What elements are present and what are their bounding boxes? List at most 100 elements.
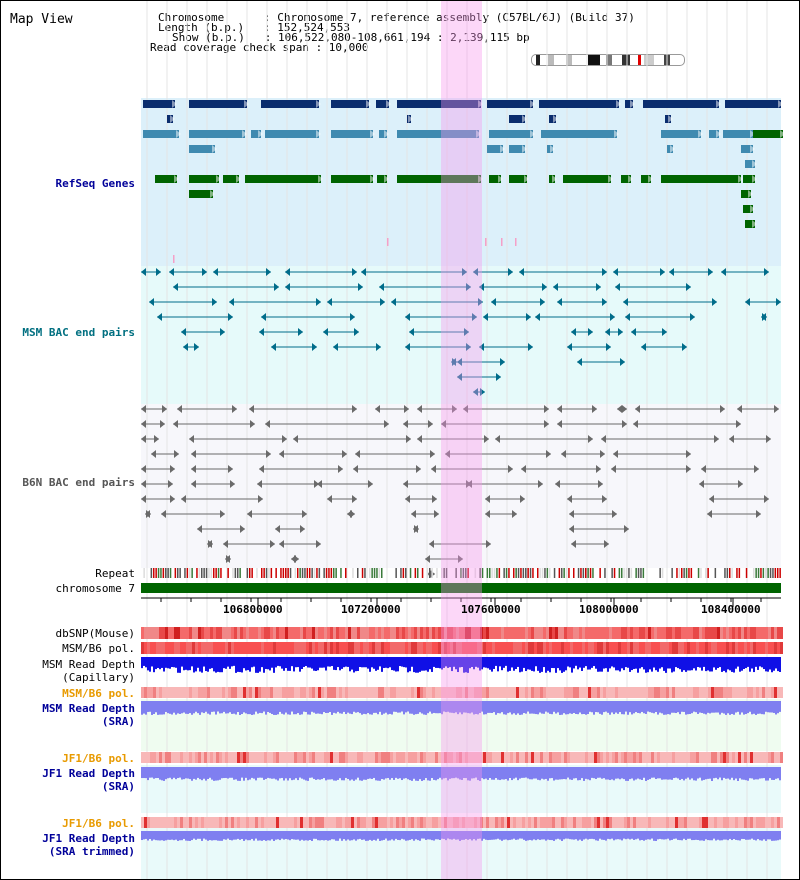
jf1-pol-trim-strip-cell — [534, 817, 537, 828]
dbsnp-strip-cell — [345, 627, 348, 639]
jf1-depth-sra-bar — [767, 767, 769, 781]
refseq-gene-arrow — [316, 100, 321, 108]
jf1-depth-trim-bar — [211, 831, 213, 841]
msm-depth-sra-bar — [183, 701, 185, 713]
msm-pol-strip-cell — [201, 642, 204, 654]
jf1-depth-sra-bar — [567, 767, 569, 778]
msm-bac-pair-end — [391, 298, 396, 306]
jf1-depth-trim-bar — [615, 831, 617, 840]
jf1-depth-sra-bar — [283, 767, 285, 781]
jf1-pol-trim-strip-cell — [711, 817, 714, 828]
repeat-element — [285, 568, 287, 578]
msm-pol-sra-strip-cell — [504, 687, 507, 698]
dbsnp-strip-cell — [768, 627, 771, 639]
msm-depth-sra-bar — [223, 701, 225, 712]
jf1-depth-sra-bar — [749, 767, 751, 779]
jf1-pol-strip-cell — [579, 752, 582, 763]
repeat-element — [443, 568, 445, 578]
repeat-element — [582, 568, 585, 578]
b6n-bac-pair-end — [495, 435, 500, 443]
msm-pol-strip-cell — [384, 642, 387, 654]
b6n-bac-pair-end — [223, 540, 228, 548]
jf1-depth-sra-bar — [335, 767, 337, 781]
jf1-pol-trim-strip-cell — [447, 817, 450, 828]
refseq-gene-arrow — [750, 205, 755, 213]
msm-pol-strip-cell — [618, 642, 621, 654]
b6n-bac-pair-end — [154, 435, 159, 443]
dbsnp-strip-cell — [387, 627, 390, 639]
msm-depth-capillary-bar — [513, 657, 515, 671]
msm-depth-sra-bar — [691, 701, 693, 714]
msm-depth-capillary-bar — [545, 657, 547, 673]
msm-depth-sra-bar — [685, 701, 687, 715]
jf1-depth-sra-bar — [377, 767, 379, 781]
jf1-depth-sra-bar — [287, 767, 289, 781]
msm-depth-sra-bar — [383, 701, 385, 714]
jf1-pol-trim-strip-cell — [750, 817, 753, 828]
dbsnp-strip-cell — [651, 627, 654, 639]
msm-bac-pair-end — [228, 313, 233, 321]
label-msm-bac-end-pairs[interactable]: MSM BAC end pairs — [22, 326, 135, 339]
repeat-element — [611, 568, 613, 578]
repeat-element — [467, 568, 469, 578]
jf1-depth-sra-bar — [385, 767, 387, 779]
jf1-depth-sra-bar — [605, 767, 607, 780]
jf1-depth-sra-bar — [165, 767, 167, 780]
jf1-depth-trim-bar — [293, 831, 295, 840]
refseq-gene-arrow — [522, 145, 527, 153]
msm-depth-sra-bar — [511, 701, 513, 715]
dbsnp-strip-cell — [336, 627, 339, 639]
jf1-pol-trim-strip-cell — [549, 817, 552, 828]
jf1-depth-sra-bar — [659, 767, 661, 779]
msm-depth-sra-bar — [711, 701, 713, 713]
msm-depth-capillary-bar — [731, 657, 733, 672]
b6n-bac-pair-end — [141, 420, 146, 428]
msm-depth-sra-bar — [431, 701, 433, 714]
msm-depth-sra-bar — [259, 701, 261, 713]
jf1-depth-sra-bar — [291, 767, 293, 781]
jf1-pol-trim-strip-cell — [342, 817, 345, 828]
jf1-depth-trim-bar — [571, 831, 573, 840]
msm-depth-capillary-bar — [389, 657, 391, 668]
msm-depth-sra-bar — [405, 701, 407, 713]
repeat-element — [565, 568, 568, 578]
msm-pol-strip-cell — [318, 642, 321, 654]
refseq-gene-arrow — [716, 100, 721, 108]
jf1-pol-strip-cell — [684, 752, 687, 763]
jf1-depth-trim-bar — [529, 831, 531, 840]
jf1-pol-trim-strip-cell — [162, 817, 165, 828]
msm-depth-sra-bar — [355, 701, 357, 713]
b6n-bac-pair-end — [161, 510, 166, 518]
msm-bac-pair-end — [662, 328, 667, 336]
msm-depth-sra-bar — [757, 701, 759, 714]
msm-depth-capillary-bar — [753, 657, 755, 673]
msm-depth-sra-bar — [345, 701, 347, 715]
msm-depth-sra-bar — [393, 701, 395, 712]
repeat-element — [707, 568, 709, 578]
msm-depth-capillary-bar — [685, 657, 687, 672]
dbsnp-strip-cell — [612, 627, 615, 639]
jf1-pol-trim-strip-cell — [432, 817, 435, 828]
label-refseq-genes[interactable]: RefSeq Genes — [55, 177, 135, 190]
b6n-bac-pair-end — [247, 510, 252, 518]
msm-bac-pair-end — [352, 268, 357, 276]
jf1-pol-trim-strip-cell — [696, 817, 699, 828]
msm-pol-sra-strip-cell — [549, 687, 552, 698]
jf1-pol-strip-cell — [216, 752, 219, 763]
repeat-element — [210, 568, 213, 578]
msm-depth-capillary-bar — [275, 657, 277, 668]
jf1-pol-strip-cell — [681, 752, 684, 763]
b6n-bac-pair-end — [151, 450, 156, 458]
label-b6n-bac-end-pairs[interactable]: B6N BAC end pairs — [22, 476, 135, 489]
jf1-pol-strip-cell — [501, 752, 504, 763]
jf1-pol-strip-cell — [237, 752, 240, 763]
msm-depth-sra-bar — [677, 701, 679, 713]
selected-region-highlight[interactable] — [441, 1, 482, 879]
msm-pol-strip-cell — [762, 642, 765, 654]
jf1-pol-strip-cell — [468, 752, 471, 763]
refseq-gene-block — [245, 175, 321, 183]
jf1-depth-trim-bar — [589, 831, 591, 839]
msm-pol-sra-strip-cell — [189, 687, 192, 698]
repeat-element — [217, 568, 220, 578]
msm-depth-capillary-bar — [205, 657, 207, 672]
